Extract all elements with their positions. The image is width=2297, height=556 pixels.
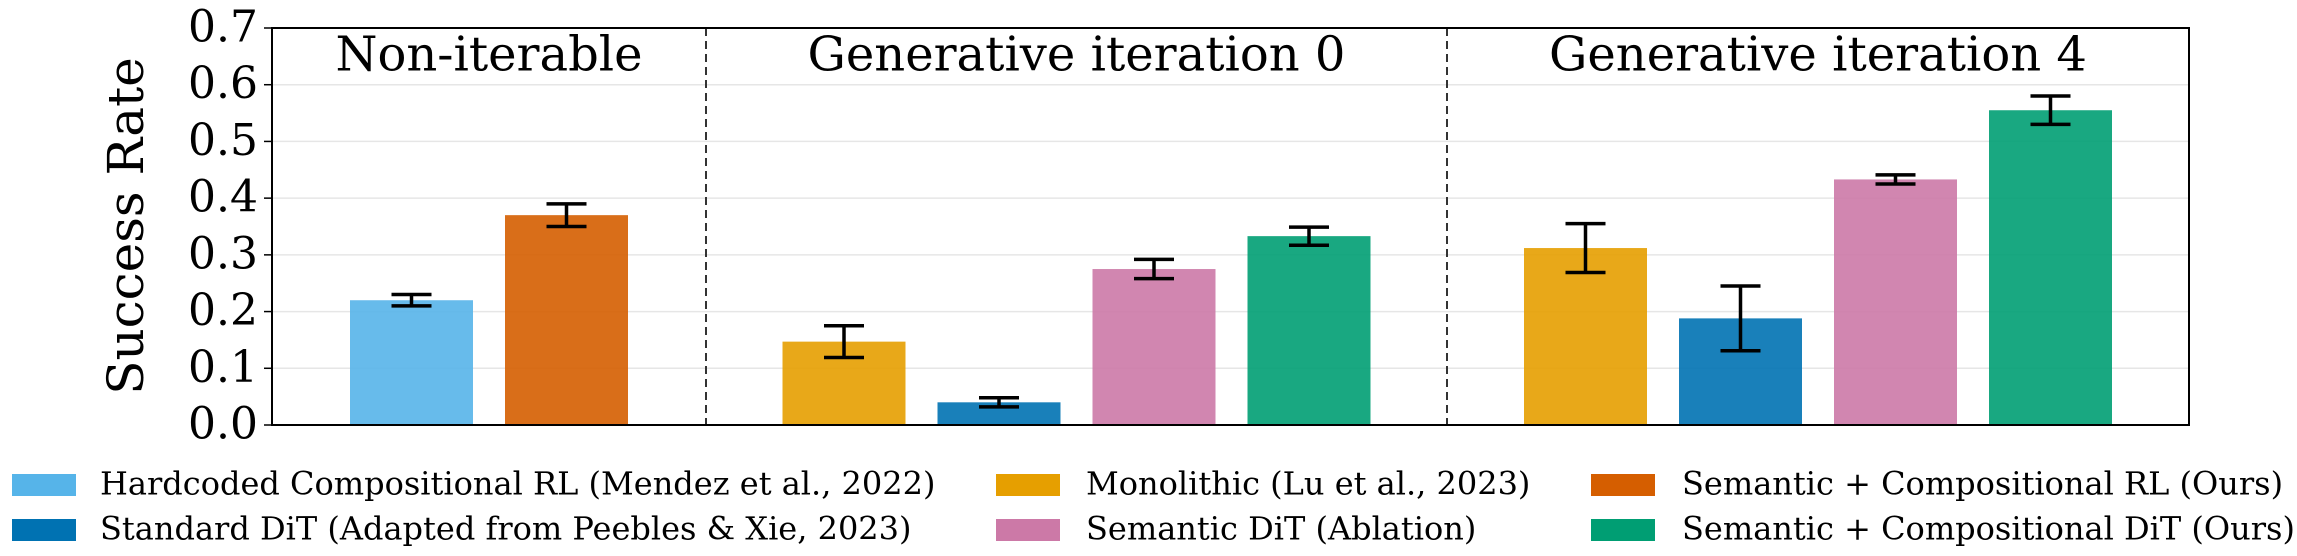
group-title: Generative iteration 4 <box>1549 27 2087 83</box>
y-tick-label: 0.1 <box>188 342 258 393</box>
legend-swatch <box>996 474 1060 496</box>
y-tick-label: 0.0 <box>188 399 258 450</box>
legend-swatch <box>996 519 1060 541</box>
bar <box>1834 179 1957 425</box>
legend-label: Semantic DiT (Ablation) <box>1086 510 1476 548</box>
group-title: Non-iterable <box>335 27 642 83</box>
y-tick-label: 0.5 <box>188 115 258 166</box>
plot-frame <box>271 27 2190 426</box>
legend-label: Semantic + Compositional DiT (Ours) <box>1682 510 2295 548</box>
bar <box>1092 269 1216 425</box>
y-tick-label: 0.6 <box>188 58 258 109</box>
legend-label: Monolithic (Lu et al., 2023) <box>1086 465 1530 503</box>
legend-swatch <box>1591 474 1655 496</box>
bar <box>505 215 628 425</box>
y-axis-label: Success Rate <box>97 57 155 395</box>
bar <box>937 402 1061 425</box>
y-tick-label: 0.4 <box>188 172 258 223</box>
bar <box>1247 236 1371 425</box>
legend-swatch <box>1591 519 1655 541</box>
legend-label: Semantic + Compositional RL (Ours) <box>1682 465 2283 503</box>
y-tick-label: 0.2 <box>188 285 258 336</box>
legend-label: Hardcoded Compositional RL (Mendez et al… <box>100 465 935 503</box>
legend-swatch <box>12 519 76 541</box>
y-tick-label: 0.3 <box>188 228 258 279</box>
group-title: Generative iteration 0 <box>808 27 1346 83</box>
bar <box>350 300 473 425</box>
bar <box>1524 248 1647 425</box>
legend-swatch <box>12 474 76 496</box>
y-tick-label: 0.7 <box>188 2 258 53</box>
legend-label: Standard DiT (Adapted from Peebles & Xie… <box>100 510 912 548</box>
bar <box>1989 110 2112 425</box>
